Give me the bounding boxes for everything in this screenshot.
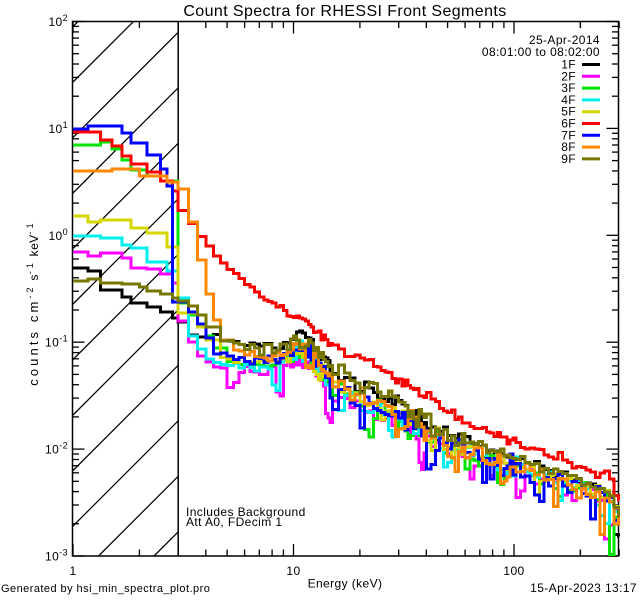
svg-text:6F: 6F	[561, 117, 576, 131]
svg-text:3F: 3F	[561, 81, 576, 95]
svg-text:1F: 1F	[561, 58, 576, 72]
svg-text:counts cm-2 s-1 keV-1: counts cm-2 s-1 keV-1	[25, 220, 41, 386]
svg-text:5F: 5F	[561, 105, 576, 119]
svg-text:9F: 9F	[561, 152, 576, 166]
svg-text:10: 10	[286, 564, 300, 578]
svg-text:4F: 4F	[561, 93, 576, 107]
svg-text:Includes Background: Includes Background	[186, 505, 306, 519]
svg-text:Att A0, FDecim 1: Att A0, FDecim 1	[186, 515, 282, 529]
svg-text:25-Apr-2014: 25-Apr-2014	[529, 33, 600, 47]
svg-text:100: 100	[503, 564, 524, 578]
svg-text:8F: 8F	[561, 140, 576, 154]
svg-text:7F: 7F	[561, 128, 576, 142]
svg-text:Generated by hsi_min_spectra_p: Generated by hsi_min_spectra_plot.pro	[1, 583, 210, 595]
svg-text:08:01:00 to 08:02:00: 08:01:00 to 08:02:00	[482, 45, 600, 59]
svg-text:1: 1	[69, 564, 76, 578]
svg-text:2F: 2F	[561, 69, 576, 83]
svg-text:Energy (keV): Energy (keV)	[308, 577, 383, 591]
svg-text:15-Apr-2023 13:17: 15-Apr-2023 13:17	[530, 581, 637, 595]
svg-text:Count Spectra for RHESSI Front: Count Spectra for RHESSI Front Segments	[183, 3, 506, 20]
